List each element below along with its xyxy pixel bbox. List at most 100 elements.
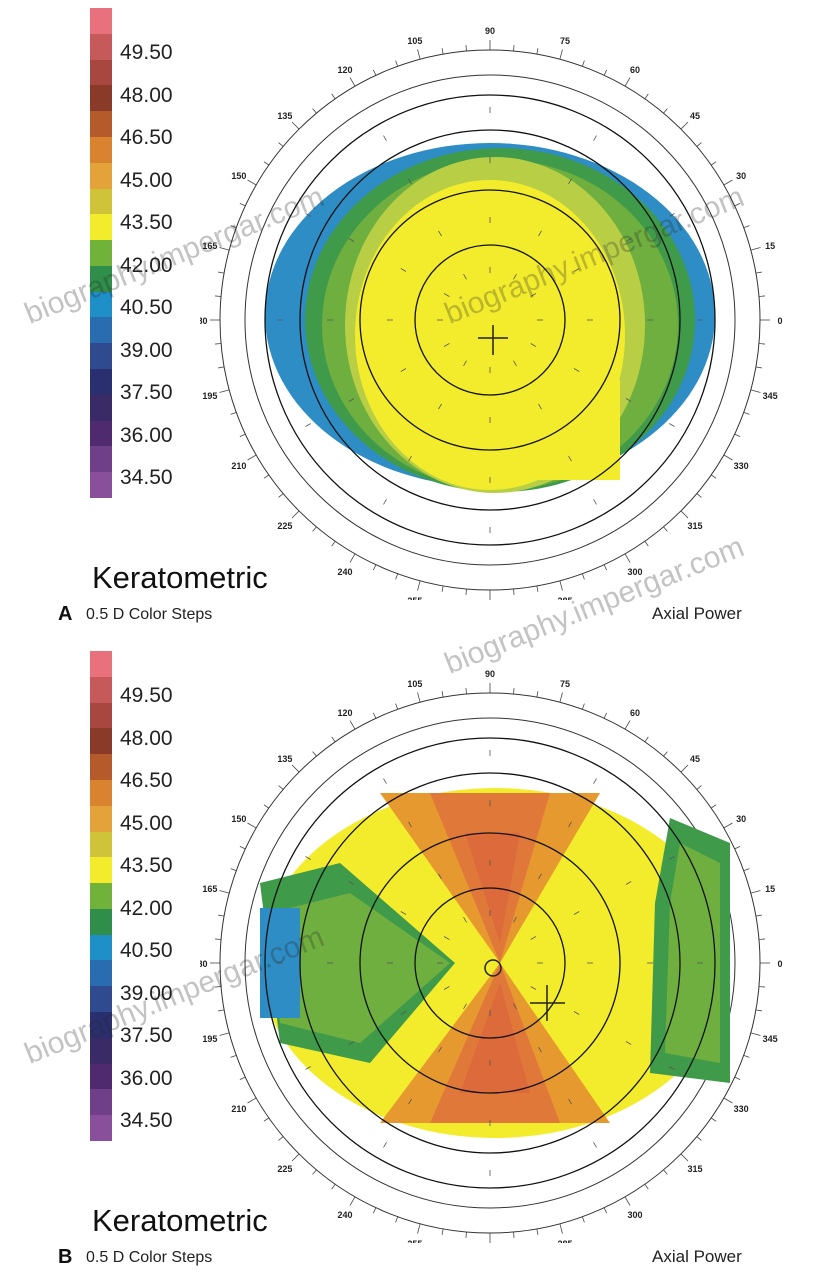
radial-marker [400,268,407,272]
radial-marker [669,213,675,217]
angle-tick [312,526,317,532]
angle-tick [395,703,399,710]
angle-tick [710,1117,717,1122]
angle-tick [758,938,765,940]
color-scale-band [90,960,112,987]
angle-label: 150 [231,814,246,824]
radial-marker [443,986,450,990]
angle-tick [624,1196,631,1206]
angle-tick [215,938,222,940]
radial-marker [383,135,387,141]
angle-tick [349,553,356,563]
angle-label: 120 [337,708,352,718]
angle-label: 0 [777,316,782,326]
angle-label: 30 [736,171,746,181]
color-scale-label: 39.00 [120,338,173,362]
color-scale-band [90,33,112,61]
radial-marker [625,1041,632,1045]
color-scale-label: 42.00 [120,253,173,277]
angle-tick [644,736,649,743]
angle-tick [536,48,539,55]
angle-tick [758,986,765,988]
angle-tick [219,890,230,894]
map-title: Keratometric [92,1203,268,1238]
map-type-label: Axial Power [652,604,742,623]
angle-tick [372,564,377,571]
color-scale-band [90,728,112,755]
angle-tick [750,890,761,894]
color-scale-label: 39.00 [120,981,173,1005]
angle-tick [513,688,515,695]
angle-tick [696,493,702,498]
color-scale-label: 42.00 [120,896,173,920]
angle-tick [247,822,257,829]
angle-label: 300 [627,567,642,577]
panel-letter: A [58,603,73,625]
color-scale-band [90,934,112,961]
radial-marker [593,135,597,141]
angle-tick [734,1076,741,1081]
angle-label: 225 [277,1164,292,1174]
angle-tick [624,77,631,87]
angle-label: 210 [231,1104,246,1114]
angle-tick [291,764,300,773]
angle-tick [278,493,284,498]
angle-tick [581,573,585,580]
angle-label: 15 [765,241,775,251]
radial-marker [538,403,542,410]
angle-label: 60 [630,708,640,718]
radial-marker [443,293,450,297]
angle-label: 135 [277,754,292,764]
angle-tick [218,366,225,369]
color-scale-band [90,857,112,884]
angle-label: 75 [560,679,570,689]
angle-tick [372,1207,377,1214]
angle-tick [395,573,399,580]
color-scale-band [90,1115,112,1142]
radial-marker [573,268,580,272]
angle-tick [696,142,702,147]
color-scale-band [90,317,112,344]
radial-marker [530,986,537,990]
radial-marker [463,273,467,280]
radial-marker [530,936,537,940]
angle-tick [536,691,539,698]
angle-tick [743,1054,750,1058]
angle-tick [696,785,702,790]
angle-tick [559,692,563,703]
radial-marker [568,178,572,185]
angle-tick [349,1196,356,1206]
angle-label: 240 [337,1210,352,1220]
angle-tick [743,868,750,872]
angle-tick [465,688,467,695]
angle-tick [710,804,717,809]
angle-tick [215,343,222,345]
color-scale-band [90,1012,112,1039]
angle-label: 15 [765,884,775,894]
angle-tick [743,225,750,229]
color-scale-band [90,369,112,396]
angle-tick [513,45,515,52]
angle-tick [395,60,399,67]
angle-label: 135 [277,111,292,121]
angle-label: 255 [407,1239,422,1243]
zone-ring [264,94,716,546]
radial-marker [463,1003,467,1010]
angle-tick [559,1223,563,1234]
color-scale-band [90,136,112,164]
radial-marker [568,1098,572,1105]
angle-tick [291,510,300,519]
color-scale-band [90,111,112,138]
color-scale-band [90,265,112,293]
radial-marker [305,213,311,217]
angle-label: 75 [560,36,570,46]
angle-label: 45 [690,754,700,764]
color-scale-band [90,676,112,704]
angle-tick [603,1207,608,1214]
angle-label: 255 [407,596,422,600]
angle-tick [710,474,717,479]
color-scale-band [90,986,112,1013]
angle-label: 210 [231,461,246,471]
radial-marker [593,499,597,505]
radial-marker [538,873,542,880]
